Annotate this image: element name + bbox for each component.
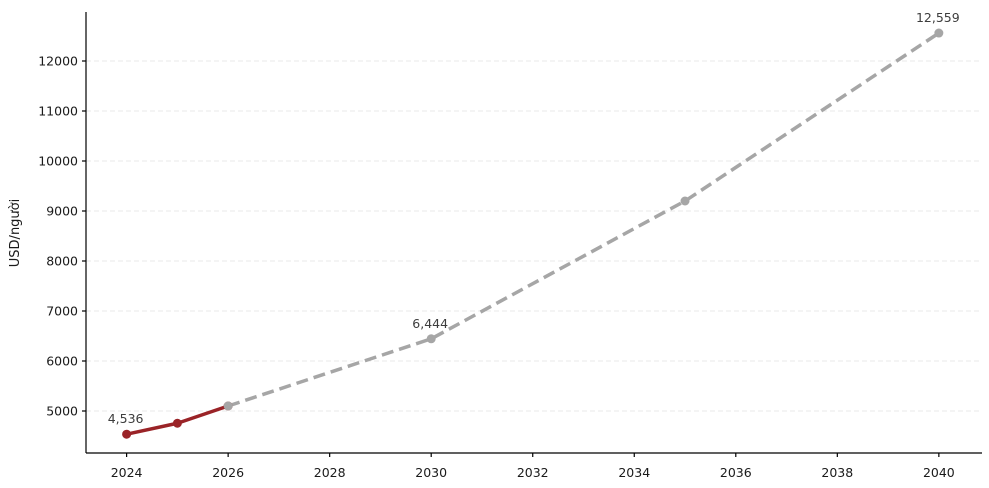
data-point-marker-forecast-2030 xyxy=(426,334,436,344)
y-tick-label: 6000 xyxy=(46,354,78,369)
x-tick-label: 2024 xyxy=(111,465,143,480)
data-label-2024: 4,536 xyxy=(108,411,144,426)
data-point-marker-actual-2025 xyxy=(172,418,182,428)
y-axis-label: USD/người xyxy=(8,199,23,267)
data-point-marker-forecast-2040 xyxy=(934,28,944,38)
y-tick-label: 9000 xyxy=(46,204,78,219)
y-tick-label: 10000 xyxy=(38,154,78,169)
y-tick-label: 7000 xyxy=(46,304,78,319)
x-tick-label: 2034 xyxy=(618,465,650,480)
x-tick-label: 2036 xyxy=(720,465,752,480)
data-label-2040: 12,559 xyxy=(916,10,960,25)
y-tick-label: 11000 xyxy=(38,104,78,119)
x-tick-label: 2040 xyxy=(923,465,955,480)
x-tick-label: 2032 xyxy=(517,465,549,480)
y-tick-label: 12000 xyxy=(38,54,78,69)
data-point-marker-actual-2024 xyxy=(122,429,132,439)
x-tick-label: 2038 xyxy=(821,465,853,480)
data-point-marker-forecast-2035 xyxy=(680,196,690,206)
x-tick-label: 2028 xyxy=(314,465,346,480)
x-tick-label: 2030 xyxy=(415,465,447,480)
series-line-forecast xyxy=(227,31,940,408)
y-tick-label: 8000 xyxy=(46,254,78,269)
data-label-2030: 6,444 xyxy=(412,316,448,331)
y-tick-label: 5000 xyxy=(46,404,78,419)
data-point-marker-forecast-2026 xyxy=(223,401,233,411)
x-tick-label: 2026 xyxy=(212,465,244,480)
